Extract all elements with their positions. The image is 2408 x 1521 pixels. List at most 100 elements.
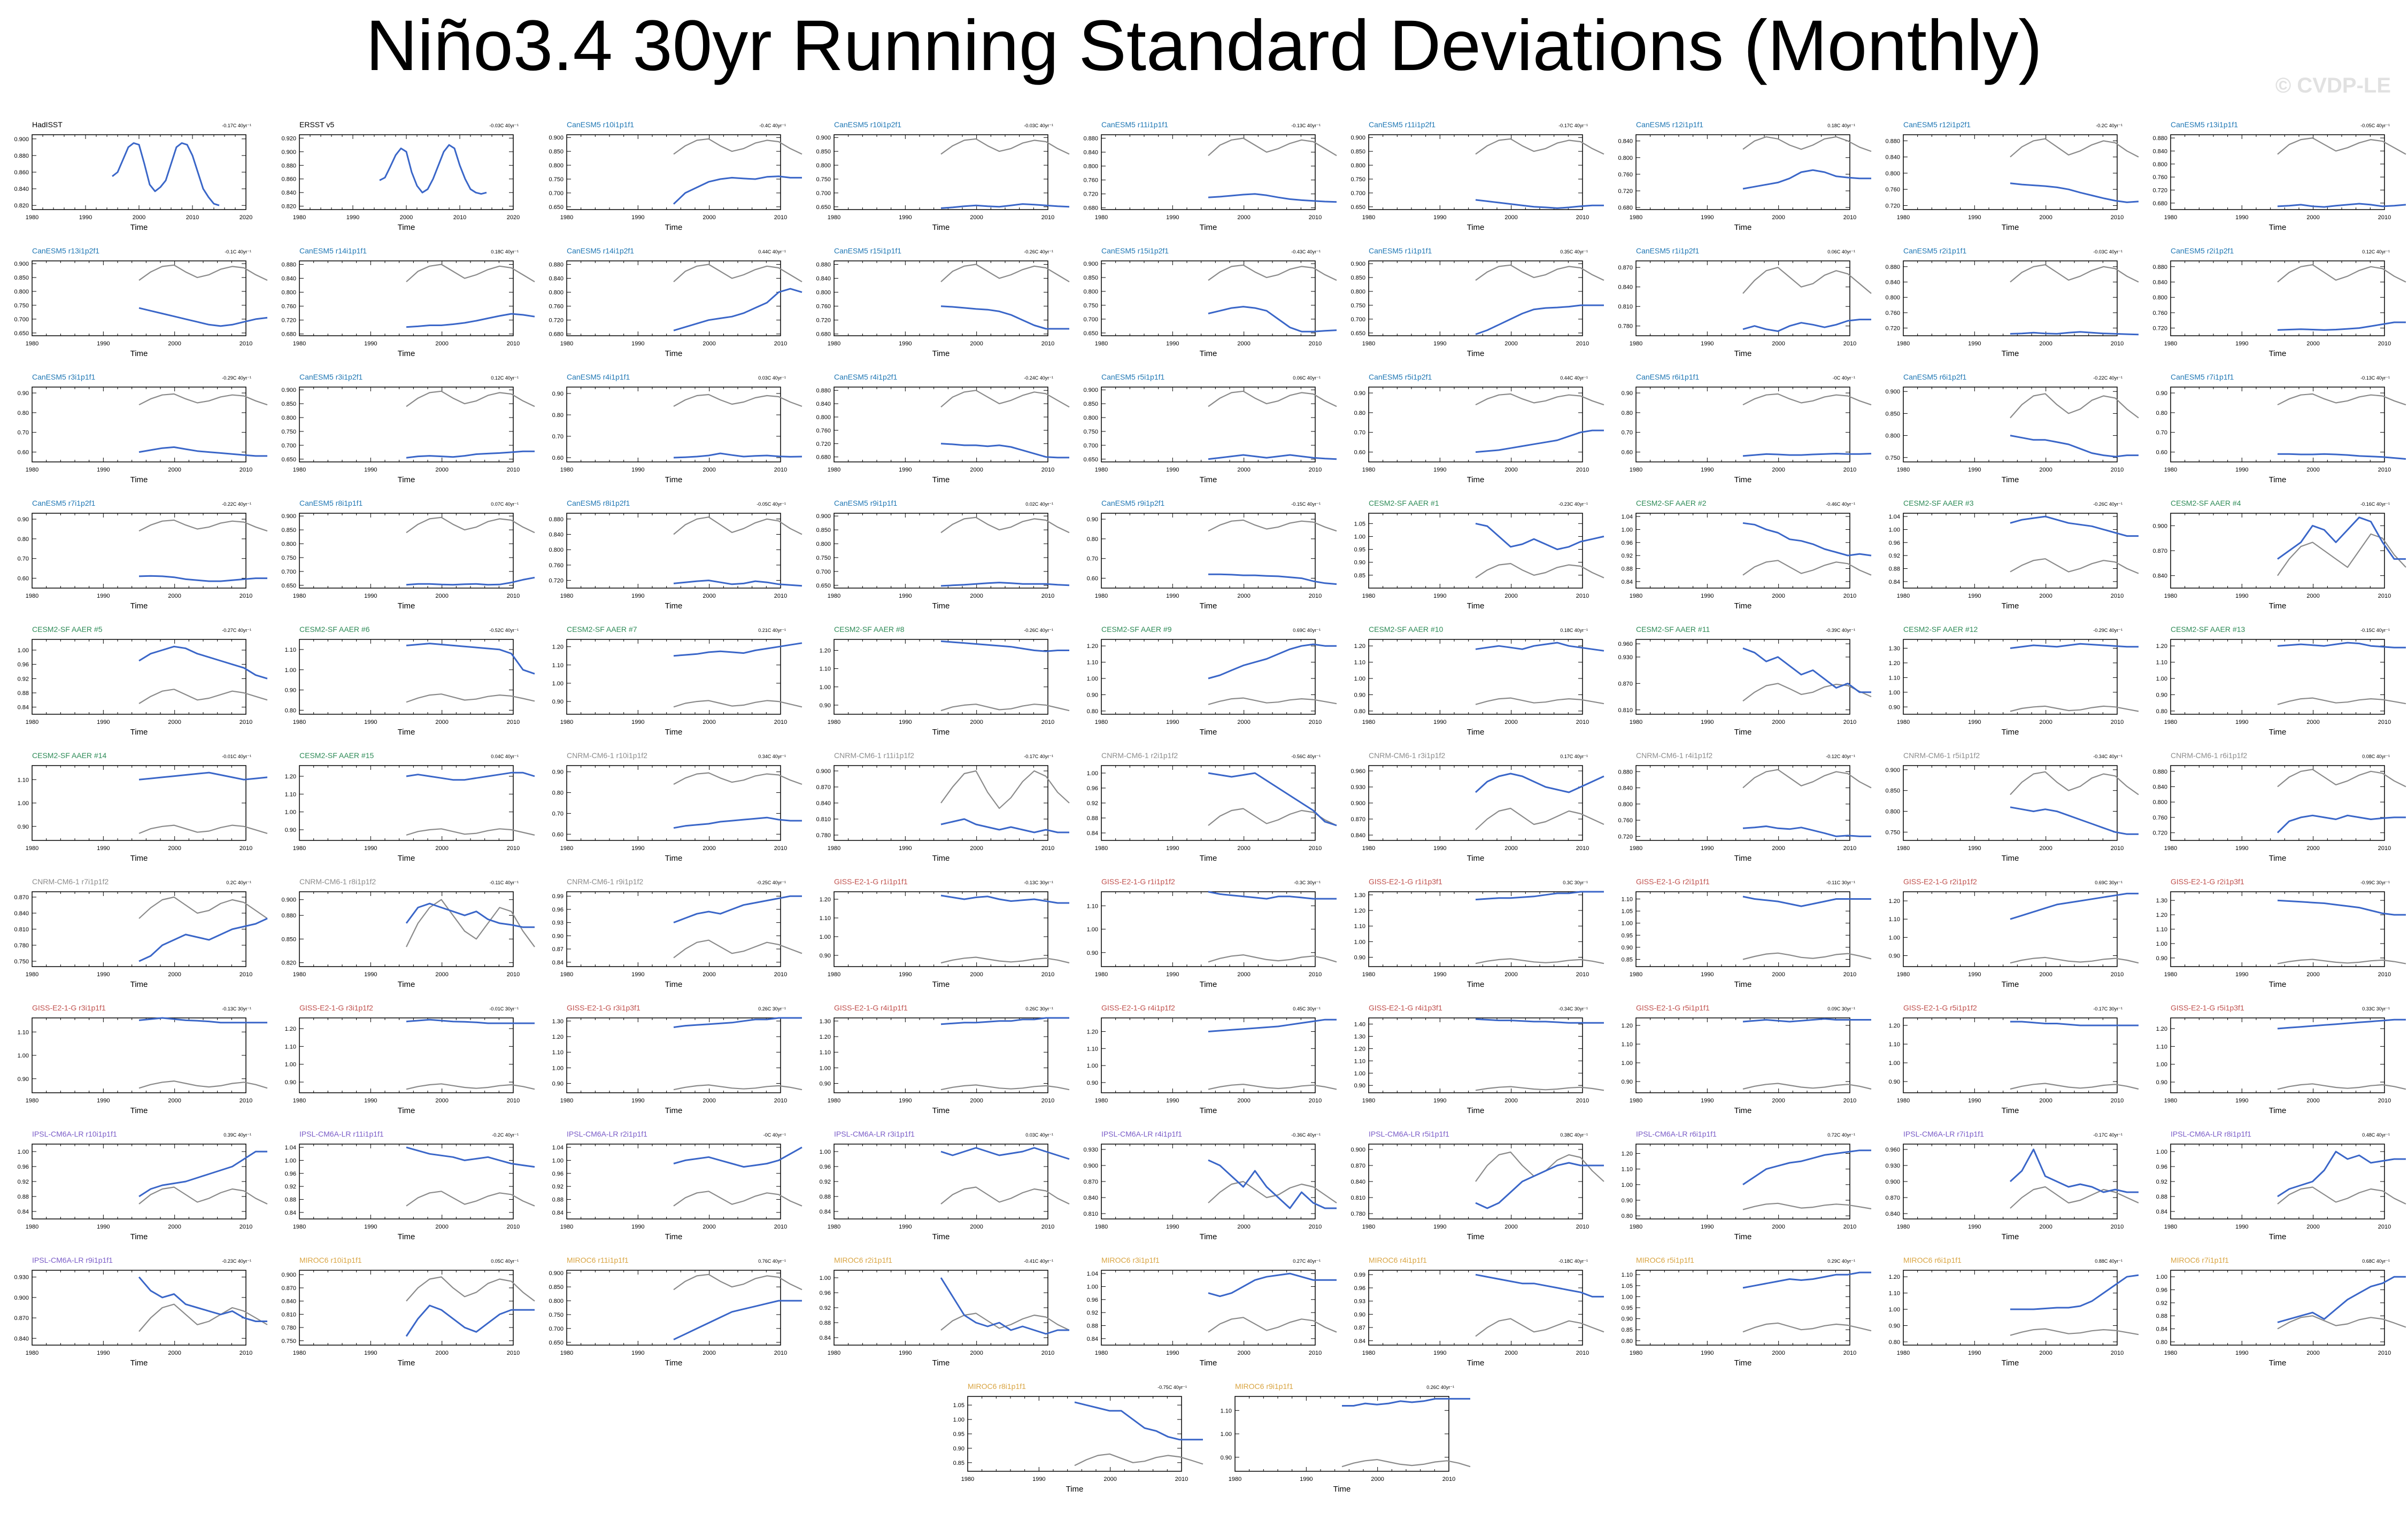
y-tick-label: 0.760 bbox=[1618, 817, 1633, 824]
y-tick-label: 0.760 bbox=[2152, 310, 2167, 316]
x-tick-label: 1980 bbox=[1362, 845, 1375, 852]
y-tick-label: 0.650 bbox=[816, 583, 831, 589]
y-tick-label: 0.84 bbox=[820, 1335, 831, 1341]
panel: CanESM5 r7i1p1f1 -0.13C 40yr⁻¹ 1980 1990 200… bbox=[2156, 373, 2406, 484]
x-tick-label: 2010 bbox=[2111, 341, 2124, 347]
y-tick-label: 0.90 bbox=[1622, 945, 1633, 951]
y-tick-label: 1.10 bbox=[1622, 1041, 1633, 1048]
x-tick-label: 2000 bbox=[168, 1350, 181, 1356]
obs-series-line bbox=[940, 704, 1070, 712]
x-tick-label: 2000 bbox=[435, 1350, 448, 1356]
obs-series-line bbox=[940, 516, 1070, 534]
panel-trend-label: 0.44C 40yr⁻¹ bbox=[758, 249, 786, 254]
x-tick-label: 2010 bbox=[507, 341, 520, 347]
panel: CESM2-SF AAER #4 -0.16C 40yr⁻¹ 1980 1990 200… bbox=[2152, 499, 2406, 611]
x-axis-label: Time bbox=[130, 854, 148, 863]
y-tick-label: 0.720 bbox=[816, 318, 831, 324]
x-tick-label: 1990 bbox=[1701, 593, 1714, 599]
model-series-line bbox=[2010, 1021, 2139, 1026]
x-tick-label: 2000 bbox=[970, 1350, 983, 1356]
panel-title: CanESM5 r10i1p1f1 bbox=[567, 120, 634, 129]
plot-frame bbox=[1101, 513, 1316, 589]
x-tick-label: 1990 bbox=[631, 214, 644, 221]
model-series-line bbox=[138, 1151, 267, 1198]
y-tick-label: 0.88 bbox=[285, 1196, 296, 1203]
plot-frame bbox=[2170, 1017, 2385, 1093]
x-tick-label: 1990 bbox=[97, 1224, 110, 1230]
x-tick-label: 2000 bbox=[2039, 467, 2052, 473]
panel: CanESM5 r7i1p2f1 -0.22C 40yr⁻¹ 1980 1990 200… bbox=[18, 499, 268, 611]
x-tick-label: 2010 bbox=[2378, 1098, 2391, 1104]
x-axis-label: Time bbox=[932, 1232, 950, 1241]
y-tick-label: 0.95 bbox=[1354, 547, 1365, 553]
model-series-line bbox=[1742, 1018, 1871, 1023]
y-tick-label: 0.84 bbox=[285, 1210, 296, 1216]
plot-frame bbox=[1903, 639, 2118, 715]
x-axis-label: Time bbox=[1200, 475, 1217, 484]
x-axis-label: Time bbox=[1467, 223, 1485, 232]
x-tick-label: 2000 bbox=[1772, 593, 1785, 599]
y-tick-label: 0.680 bbox=[2152, 200, 2167, 207]
x-axis-label: Time bbox=[1734, 475, 1752, 484]
x-tick-label: 2000 bbox=[2306, 341, 2319, 347]
x-tick-label: 2000 bbox=[2306, 1098, 2319, 1104]
x-tick-label: 1990 bbox=[364, 845, 377, 852]
x-tick-label: 1980 bbox=[560, 214, 573, 221]
panel-trend-label: 0.39C 40yr⁻¹ bbox=[223, 1132, 251, 1138]
x-axis-label: Time bbox=[1200, 601, 1217, 611]
y-tick-label: 0.900 bbox=[1083, 387, 1098, 393]
y-tick-label: 0.720 bbox=[1618, 188, 1633, 195]
obs-series-line bbox=[940, 956, 1070, 964]
y-tick-label: 0.92 bbox=[285, 1184, 296, 1190]
x-tick-label: 2000 bbox=[1237, 593, 1250, 599]
y-tick-label: 0.880 bbox=[816, 388, 831, 394]
y-tick-label: 0.780 bbox=[1618, 323, 1633, 330]
panel-trend-label: -0C 40yr⁻¹ bbox=[1833, 375, 1855, 381]
x-tick-label: 1980 bbox=[2164, 214, 2177, 221]
y-tick-label: 0.92 bbox=[820, 1179, 831, 1185]
x-tick-label: 2010 bbox=[774, 1350, 787, 1356]
panel-trend-label: -0.03C 40yr⁻¹ bbox=[489, 123, 519, 128]
panel-trend-label: -0.56C 40yr⁻¹ bbox=[1291, 754, 1321, 759]
y-tick-label: 0.92 bbox=[2156, 1179, 2167, 1185]
x-axis-label: Time bbox=[1200, 980, 1217, 989]
x-tick-label: 1980 bbox=[1630, 1098, 1642, 1104]
x-tick-label: 2000 bbox=[2039, 1224, 2052, 1230]
panel-title: GISS-E2-1-G r5i1p3f1 bbox=[2171, 1003, 2244, 1012]
panel: CanESM5 r5i1p2f1 0.44C 40yr⁻¹ 1980 1990 2000… bbox=[1354, 373, 1604, 484]
x-tick-label: 2010 bbox=[1576, 1098, 1589, 1104]
panel-trend-label: 0.21C 40yr⁻¹ bbox=[758, 628, 786, 633]
panel-title: CanESM5 r15i1p2f1 bbox=[1101, 246, 1169, 255]
y-tick-label: 0.900 bbox=[2152, 523, 2167, 529]
x-tick-label: 1990 bbox=[364, 971, 377, 978]
y-tick-label: 0.90 bbox=[1354, 560, 1365, 566]
y-tick-label: 0.800 bbox=[1083, 415, 1098, 421]
panel-title: CanESM5 r3i1p2f1 bbox=[299, 373, 363, 381]
x-axis-label: Time bbox=[398, 601, 415, 611]
y-tick-label: 1.20 bbox=[1354, 643, 1365, 650]
panel-title: IPSL-CM6A-LR r2i1p1f1 bbox=[567, 1130, 647, 1138]
plot-frame bbox=[1903, 765, 2118, 841]
y-tick-label: 0.800 bbox=[2152, 295, 2167, 301]
y-tick-label: 1.20 bbox=[1354, 908, 1365, 914]
panel: IPSL-CM6A-LR r2i1p1f1 -0C 40yr⁻¹ 1980 1990 2… bbox=[552, 1130, 802, 1241]
y-tick-label: 0.90 bbox=[2156, 390, 2167, 397]
obs-series-line bbox=[1475, 697, 1604, 705]
x-tick-label: 2010 bbox=[507, 719, 520, 725]
y-tick-label: 0.650 bbox=[281, 583, 296, 589]
obs-series-line bbox=[2277, 1186, 2406, 1205]
x-tick-label: 2010 bbox=[453, 214, 466, 221]
x-tick-label: 1980 bbox=[1630, 845, 1642, 852]
y-tick-label: 0.96 bbox=[552, 1171, 564, 1177]
y-tick-label: 0.800 bbox=[549, 547, 564, 553]
plot-frame bbox=[32, 1270, 246, 1346]
panel: GISS-E2-1-G r1i1p1f1 -0.13C 30yr⁻¹ 1980 199… bbox=[820, 877, 1070, 989]
x-tick-label: 1990 bbox=[631, 1098, 644, 1104]
x-tick-label: 1990 bbox=[364, 467, 377, 473]
x-tick-label: 2020 bbox=[240, 214, 252, 221]
y-tick-label: 0.870 bbox=[1350, 816, 1365, 823]
x-tick-label: 2000 bbox=[1237, 971, 1250, 978]
plot-frame bbox=[299, 260, 514, 336]
panel: CanESM5 r15i1p2f1 -0.43C 40yr⁻¹ 1980 1990 20… bbox=[1083, 246, 1337, 358]
panel: CNRM-CM6-1 r3i1p1f2 0.17C 40yr⁻¹ 1980 1990 2… bbox=[1350, 751, 1604, 863]
